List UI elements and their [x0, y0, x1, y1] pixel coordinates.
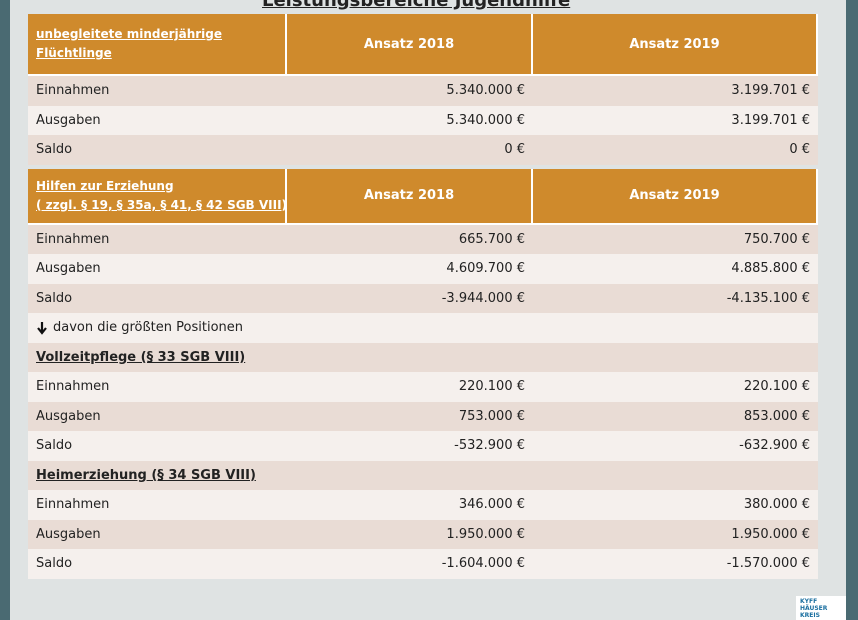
amount: 1.950.000 €: [287, 519, 533, 549]
title: Leistungsbereiche Jugendhilfe: [262, 0, 571, 11]
amount: 1.950.000 €: [533, 519, 818, 549]
amount: -4.135.100 €: [533, 283, 818, 313]
amount: -1.604.000 €: [287, 549, 533, 579]
row-label: Saldo: [28, 135, 287, 165]
column-header: Ansatz 2019: [533, 168, 818, 225]
amount: 5.340.000 €: [287, 105, 533, 135]
section-header: Hilfen zur Erziehung ( zzgl. § 19, § 35a,…: [28, 168, 288, 225]
amount: 853.000 €: [533, 401, 818, 431]
row-label: Ausgaben: [28, 105, 287, 135]
column-header: Ansatz 2018: [287, 14, 533, 76]
row-label: Saldo: [28, 549, 287, 579]
header-line: ( zzgl. § 19, § 35a, § 41, § 42 SGB VIII…: [36, 197, 288, 212]
amount: 4.885.800 €: [533, 254, 818, 284]
column-header: Ansatz 2019: [533, 14, 818, 76]
amount: -3.944.000 €: [287, 283, 533, 313]
amount: 5.340.000 €: [287, 76, 533, 106]
empty-cell: [287, 460, 818, 490]
note-row: davon die größten Positionen: [28, 313, 818, 343]
row-label: Einnahmen: [28, 490, 287, 520]
header-line: Hilfen zur Erziehung: [36, 178, 174, 193]
header-line: unbegleitete minderjährige: [36, 27, 223, 41]
row-label: Ausgaben: [28, 401, 287, 431]
note: davon die größten Positionen: [53, 320, 244, 336]
amount: 380.000 €: [533, 490, 818, 520]
amount: 665.700 €: [287, 224, 533, 254]
amount: 0 €: [533, 135, 818, 165]
amount: 3.199.701 €: [533, 105, 818, 135]
slide: Leistungsbereiche Jugendhilfe unbegleite…: [10, 0, 846, 620]
amount: -632.900 €: [533, 431, 818, 461]
row-label: Ausgaben: [28, 254, 287, 284]
logo-line: KREIS: [800, 612, 820, 619]
amount: -1.570.000 €: [533, 549, 818, 579]
amount: 753.000 €: [287, 401, 533, 431]
row-label: Saldo: [28, 283, 287, 313]
amount: 750.700 €: [533, 224, 818, 254]
amount: 0 €: [287, 135, 533, 165]
row-label: Einnahmen: [28, 372, 287, 402]
row-label: Ausgaben: [28, 519, 287, 549]
logo: KYFF HÄUSER KREIS: [796, 596, 846, 620]
amount: 220.100 €: [287, 372, 533, 402]
amount: 3.199.701 €: [533, 76, 818, 106]
subsection-heading: Heimerziehung (§ 34 SGB VIII): [28, 460, 287, 490]
empty-cell: [287, 342, 818, 372]
column-header: Ansatz 2018: [287, 168, 533, 225]
row-label: Saldo: [28, 431, 287, 461]
amount: -532.900 €: [287, 431, 533, 461]
amount: 4.609.700 €: [287, 254, 533, 284]
arrow-icon: [37, 321, 47, 335]
row-label: Einnahmen: [28, 76, 287, 106]
header-line: Flüchtlinge: [36, 46, 112, 60]
row-label: Einnahmen: [28, 224, 287, 254]
amount: 220.100 €: [533, 372, 818, 402]
amount: 346.000 €: [287, 490, 533, 520]
logo-line: KYFF: [800, 598, 818, 605]
subsection-heading: Vollzeitpflege (§ 33 SGB VIII): [28, 342, 287, 372]
section-header: unbegleitete minderjährige Flüchtlinge: [28, 14, 287, 76]
logo-line: HÄUSER: [800, 605, 828, 612]
